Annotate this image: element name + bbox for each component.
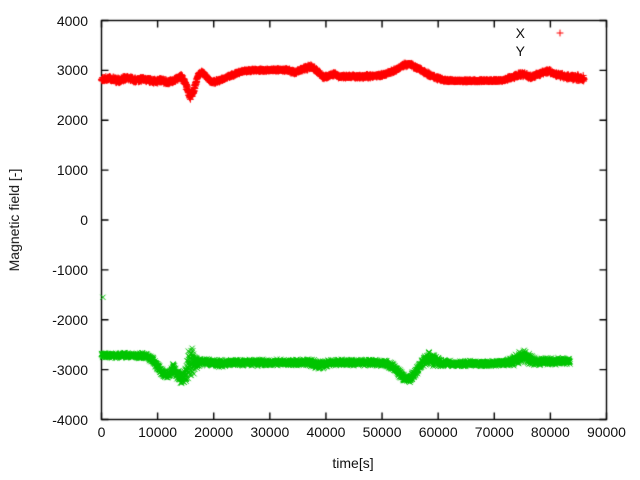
legend-label-y: Y [515, 43, 525, 59]
x-axis-title: time[s] [332, 455, 374, 471]
x-tick-label: 40000 [306, 424, 346, 440]
x-tick-label: 10000 [138, 424, 178, 440]
x-tick-label: 60000 [418, 424, 458, 440]
y-tick-label: 0 [80, 212, 88, 228]
y-tick-label: -4000 [52, 411, 88, 428]
x-tick-label: 70000 [474, 424, 514, 440]
x-tick-label: 50000 [362, 424, 402, 440]
x-tick-label: 90000 [587, 424, 626, 440]
y-tick-label: 2000 [56, 112, 88, 129]
y-tick-label: 4000 [56, 12, 88, 29]
x-tick-label: 80000 [530, 424, 570, 440]
x-tick-label: 20000 [194, 424, 234, 440]
x-tick-label: 0 [97, 424, 106, 440]
x-tick-label: 30000 [250, 424, 290, 440]
y-tick-label: -3000 [52, 361, 88, 378]
y-tick-label: -2000 [52, 311, 88, 328]
legend-label-x: X [515, 25, 525, 41]
y-tick-label: 3000 [56, 62, 88, 79]
y-tick-label: 1000 [56, 162, 88, 179]
y-tick-label: -1000 [52, 261, 88, 278]
